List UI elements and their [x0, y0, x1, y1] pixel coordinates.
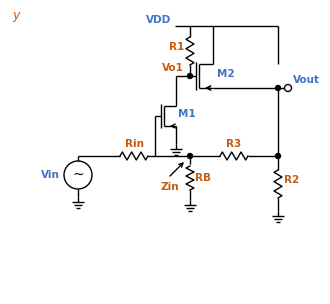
Text: ~: ~ — [72, 168, 84, 182]
Text: M1: M1 — [178, 109, 196, 119]
Text: R1: R1 — [169, 42, 184, 52]
Circle shape — [187, 154, 192, 158]
Text: Zin: Zin — [161, 182, 179, 192]
Circle shape — [187, 74, 192, 78]
Circle shape — [276, 154, 280, 158]
Text: R2: R2 — [284, 175, 299, 185]
Text: Vin: Vin — [41, 170, 60, 180]
Text: y: y — [12, 9, 19, 22]
Text: M2: M2 — [217, 69, 235, 79]
Text: R3: R3 — [226, 139, 242, 149]
Text: Vout: Vout — [293, 75, 320, 85]
Text: RB: RB — [195, 173, 211, 183]
Text: VDD: VDD — [146, 15, 171, 25]
Text: Vo1: Vo1 — [162, 63, 184, 73]
Circle shape — [276, 85, 280, 91]
Text: Rin: Rin — [124, 139, 144, 149]
